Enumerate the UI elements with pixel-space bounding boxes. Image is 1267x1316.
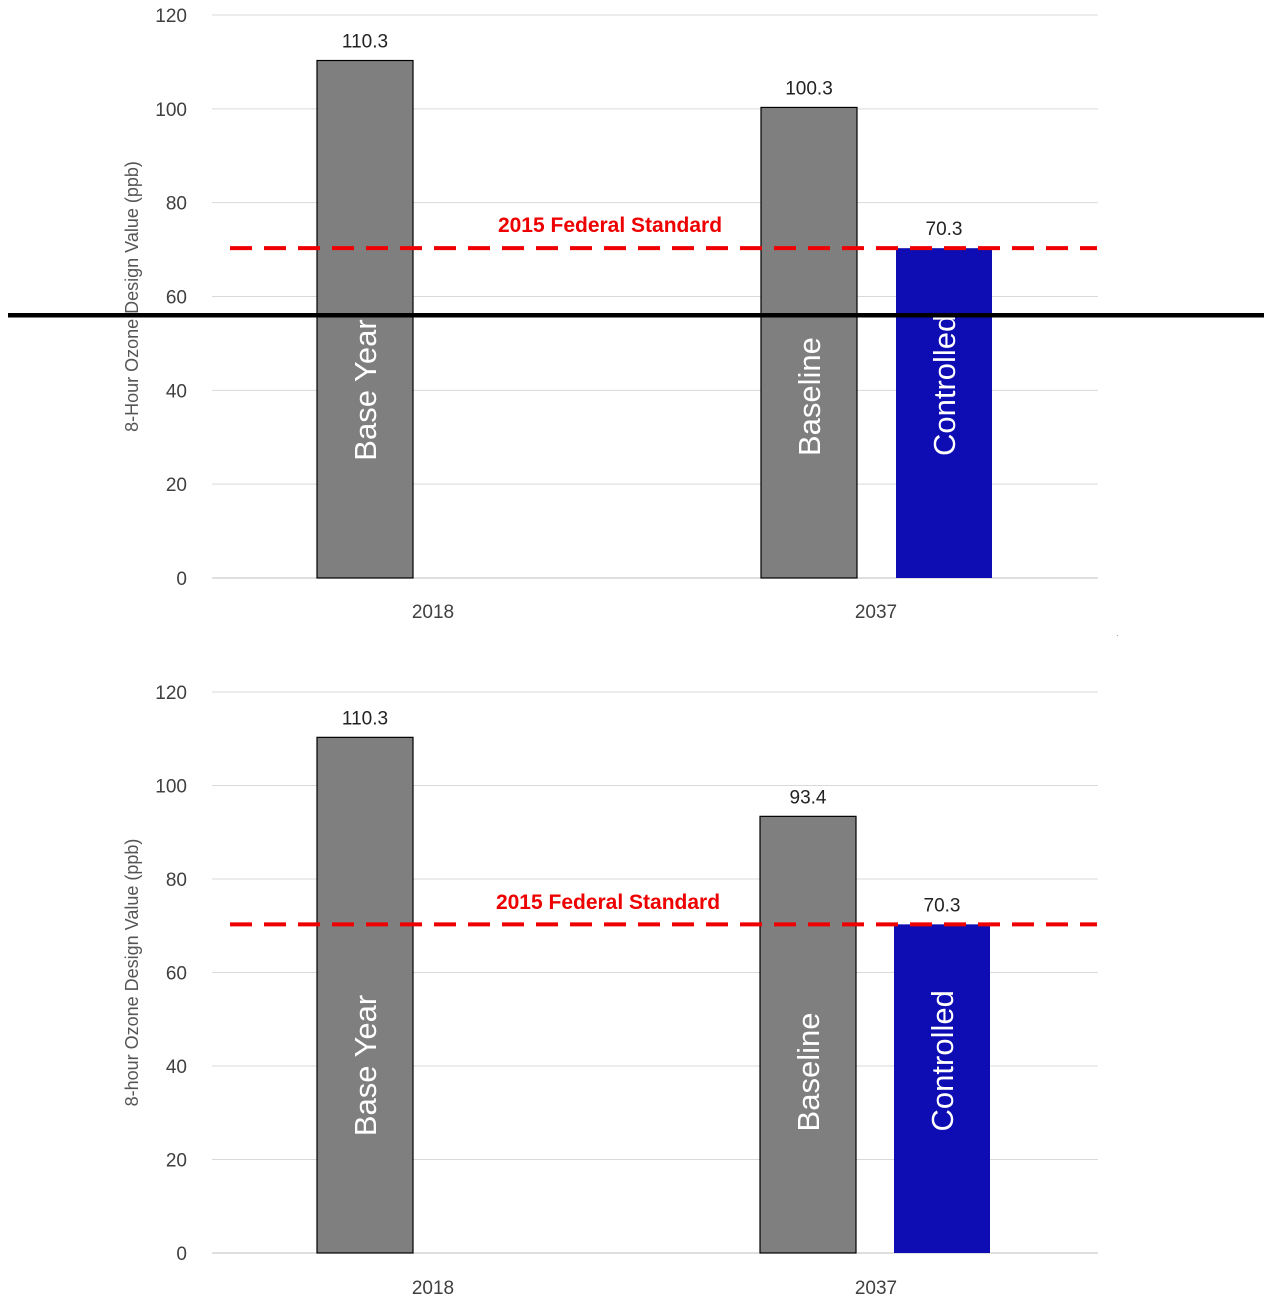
bar-value-label: 110.3 [342,32,388,53]
bar-controlled [894,924,990,1253]
bottom-bar-chart: 0 20 40 60 80 100 120 8-hour Ozone Design Value… [122,683,1098,1299]
y-tick-label: 80 [166,870,187,891]
y-tick-label: 60 [166,288,187,309]
bar-base-year [316,736,414,1254]
bar-inner-label: Controlled [925,990,960,1131]
x-category-label: 2018 [412,1278,454,1299]
y-tick-label: 20 [166,1151,187,1172]
bar-inner-label: Baseline [791,1013,826,1132]
bar-baseline [759,815,857,1254]
bar-inner-label: Base Year [348,995,383,1136]
y-axis-title: 8-Hour Ozone Design Value (ppb) [122,161,142,432]
bar-baseline [760,106,858,579]
reference-line-label: 2015 Federal Standard [496,891,720,914]
y-tick-label: 120 [155,683,187,704]
x-category-label: 2037 [855,602,897,623]
reference-line-label: 2015 Federal Standard [498,214,722,237]
bar-value-label: 70.3 [924,895,961,916]
bar-inner-label: Controlled [927,315,962,456]
y-tick-label: 40 [166,1057,187,1078]
bar-inner-label: Baseline [792,337,827,456]
bar-inner-label: Base Year [348,319,383,460]
bar-value-label: 100.3 [785,78,833,99]
y-axis-title: 8-hour Ozone Design Value (ppb) [122,839,142,1107]
y-tick-label: 60 [166,964,187,985]
y-tick-label: 100 [155,100,187,121]
top-bar-chart: 0 20 40 60 80 100 120 8-Hour Ozone Design Value… [8,6,1264,623]
x-category-label: 2037 [855,1278,897,1299]
y-tick-label: 120 [155,6,187,27]
y-tick-label: 0 [176,569,187,590]
y-tick-label: 40 [166,381,187,402]
bar-value-label: 70.3 [926,219,963,240]
y-tick-label: 0 [176,1244,187,1265]
y-tick-label: 100 [155,777,187,798]
y-tick-label: 80 [166,194,187,215]
y-tick-label: 20 [166,475,187,496]
bar-value-label: 93.4 [790,787,827,808]
bar-controlled [896,248,992,578]
x-category-label: 2018 [412,602,454,623]
bar-base-year [316,59,414,579]
stray-mark: . [1116,628,1119,639]
bar-value-label: 110.3 [342,708,388,729]
